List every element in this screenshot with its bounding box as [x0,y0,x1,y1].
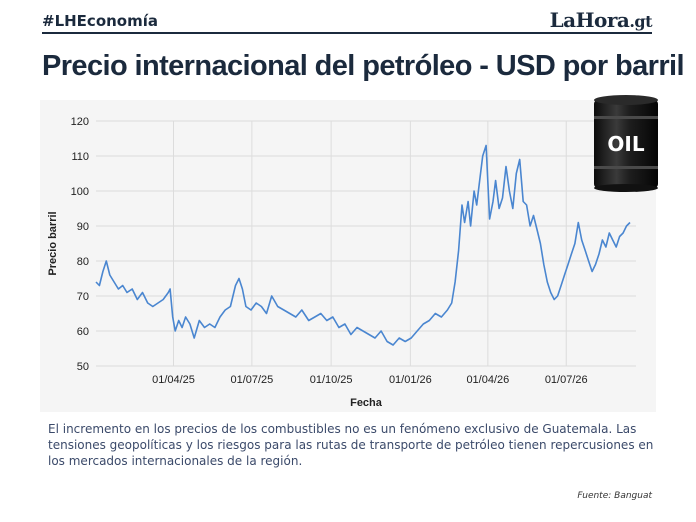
x-tick-label: 01/10/25 [310,374,353,386]
y-tick-label: 50 [77,361,89,373]
x-tick-label: 01/04/25 [152,374,195,386]
chart-panel [40,100,656,412]
y-tick-label: 70 [77,291,89,303]
header-rule [42,32,652,34]
y-tick-label: 100 [71,186,89,198]
y-tick-label: 90 [77,221,89,233]
source-credit: Fuente: Banguat [577,491,652,501]
barrel-label: OIL [607,132,644,156]
x-tick-label: 01/04/26 [466,374,509,386]
brand-name: LaHora [549,8,630,32]
x-tick-label: 01/01/26 [389,374,432,386]
y-tick-label: 60 [77,326,89,338]
oil-barrel-icon: OIL [594,95,658,192]
chart-title: Precio internacional del petróleo - USD … [42,50,685,82]
price-series-line [95,144,631,346]
oil-price-chart: 50 60 70 80 90 100 110 120 01/04/25 01/07/25 01/10… [47,116,636,409]
x-tick-label: 01/07/26 [545,374,588,386]
x-tick-label: 01/07/25 [230,374,273,386]
section-hashtag: #LHEconomía [42,12,159,30]
y-axis-label: Precio barril [47,211,59,275]
y-tick-label: 80 [77,256,89,268]
y-tick-label: 110 [71,151,89,163]
brand-tld: .gt [629,12,652,31]
caption-note: El incremento en los precios de los comb… [48,422,654,468]
x-axis-label: Fecha [350,397,383,409]
y-tick-label: 120 [71,116,89,128]
brand-logo: LaHora.gt [549,8,653,32]
